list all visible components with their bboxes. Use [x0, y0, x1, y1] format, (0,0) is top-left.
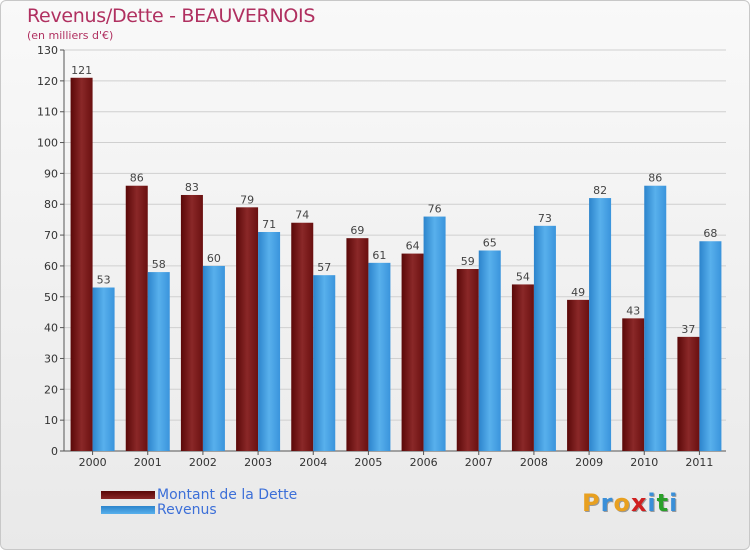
- value-label-revenus: 53: [97, 274, 111, 287]
- legend: Montant de la Dette Revenus: [101, 486, 298, 518]
- x-tick-label: 2010: [630, 456, 658, 469]
- brand-letter: i: [647, 489, 657, 517]
- x-tick-label: 2011: [685, 456, 713, 469]
- bar-revenus: [202, 265, 225, 451]
- chart-subtitle: (en milliers d'€): [27, 29, 114, 42]
- bars: [70, 77, 722, 451]
- x-tick-label: 2004: [299, 456, 327, 469]
- y-tick-label: 20: [44, 383, 58, 396]
- value-label-revenus: 76: [428, 203, 442, 216]
- x-tick-label: 2002: [189, 456, 217, 469]
- y-tick-label: 40: [44, 322, 58, 335]
- value-label-revenus: 65: [483, 237, 497, 250]
- brand-letter: P: [582, 489, 601, 517]
- bar-revenus: [92, 287, 115, 451]
- y-tick-label: 90: [44, 167, 58, 180]
- y-tick-label: 50: [44, 291, 58, 304]
- y-tick-label: 0: [51, 445, 58, 458]
- value-label-dette: 54: [516, 270, 530, 283]
- value-label-revenus: 71: [262, 218, 276, 231]
- bar-revenus: [699, 241, 722, 451]
- value-label-dette: 37: [681, 323, 695, 336]
- y-tick-label: 80: [44, 198, 58, 211]
- value-label-dette: 59: [461, 255, 475, 268]
- legend-swatch-dette: [101, 490, 155, 499]
- y-tick-label: 10: [44, 414, 58, 427]
- bar-dette: [456, 269, 479, 451]
- bar-dette: [291, 222, 314, 451]
- bar-dette: [236, 207, 259, 451]
- bar-dette: [125, 185, 148, 451]
- x-tick-label: 2008: [520, 456, 548, 469]
- x-tick-label: 2009: [575, 456, 603, 469]
- legend-item-revenus: Revenus: [101, 501, 297, 518]
- bar-revenus: [644, 185, 667, 451]
- value-label-revenus: 57: [317, 261, 331, 274]
- bar-revenus: [478, 250, 501, 451]
- brand-letter: r: [600, 489, 614, 517]
- brand-letter: t: [656, 489, 670, 517]
- bar-revenus: [533, 225, 556, 451]
- x-tick-label: 2000: [79, 456, 107, 469]
- value-label-dette: 49: [571, 286, 585, 299]
- value-label-dette: 43: [626, 304, 640, 317]
- grid-lines: [64, 49, 726, 452]
- value-label-revenus: 73: [538, 212, 552, 225]
- value-label-revenus: 61: [372, 249, 386, 262]
- bar-revenus: [368, 262, 391, 451]
- bar-revenus: [423, 216, 446, 451]
- bar-dette: [622, 318, 645, 451]
- value-label-dette: 79: [240, 193, 254, 206]
- bar-revenus: [147, 272, 170, 451]
- bar-revenus: [589, 198, 612, 451]
- brand-letter: x: [630, 489, 648, 517]
- chart-title: Revenus/Dette - BEAUVERNOIS: [27, 5, 316, 27]
- value-label-revenus: 86: [648, 172, 662, 185]
- legend-swatch-revenus: [101, 505, 155, 514]
- y-tick-label: 60: [44, 260, 58, 273]
- legend-label-revenus: Revenus: [157, 501, 217, 518]
- brand-letter: o: [613, 489, 631, 517]
- y-tick-label: 30: [44, 352, 58, 365]
- bar-dette: [70, 77, 93, 451]
- bar-dette: [346, 238, 369, 451]
- value-label-revenus: 58: [152, 258, 166, 271]
- value-labels: 121 53 86 58 83 60 79 71 74 57 69 61 64 76 59 65 54 73 49 8…: [71, 64, 717, 336]
- y-tick-label: 100: [37, 137, 58, 150]
- bar-dette: [511, 284, 534, 451]
- y-tick-label: 130: [37, 44, 58, 57]
- value-label-revenus: 82: [593, 184, 607, 197]
- value-label-dette: 86: [130, 172, 144, 185]
- x-tick-label: 2006: [410, 456, 438, 469]
- bar-dette: [180, 194, 203, 451]
- value-label-dette: 121: [71, 64, 92, 77]
- value-label-dette: 69: [350, 224, 364, 237]
- bar-revenus: [258, 231, 281, 451]
- x-tick-label: 2007: [465, 456, 493, 469]
- x-tick-label: 2001: [134, 456, 162, 469]
- y-tick-label: 70: [44, 229, 58, 242]
- value-label-dette: 64: [406, 240, 420, 253]
- y-tick-label: 110: [37, 106, 58, 119]
- value-label-dette: 74: [295, 209, 309, 222]
- y-tick-label: 120: [37, 75, 58, 88]
- bar-chart: 0 10 20 30 40 50 60 70 80 90 100 110 120 130 2000 2001 2…: [37, 44, 726, 469]
- brand-letter: i: [669, 489, 679, 517]
- bar-dette: [677, 336, 700, 451]
- bar-revenus: [313, 275, 336, 451]
- x-tick-label: 2005: [354, 456, 382, 469]
- value-label-revenus: 68: [703, 227, 717, 240]
- value-label-dette: 83: [185, 181, 199, 194]
- legend-item-dette: Montant de la Dette: [101, 486, 298, 503]
- x-tick-label: 2003: [244, 456, 272, 469]
- legend-label-dette: Montant de la Dette: [157, 486, 298, 503]
- value-label-revenus: 60: [207, 252, 221, 265]
- axes: 0 10 20 30 40 50 60 70 80 90 100 110 120 130 2000 2001 2…: [37, 44, 726, 469]
- brand-logo: Proxiti: [582, 489, 678, 517]
- bar-dette: [567, 299, 590, 451]
- bar-dette: [401, 253, 424, 451]
